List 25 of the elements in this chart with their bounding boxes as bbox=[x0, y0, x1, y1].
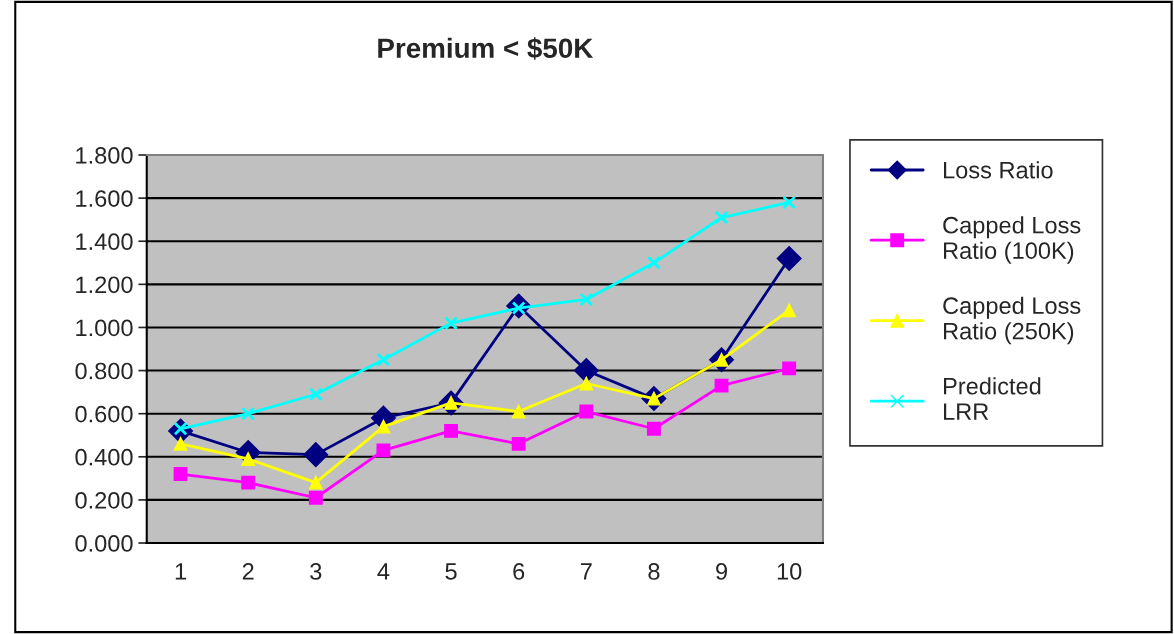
x-tick-label: 9 bbox=[716, 563, 727, 580]
x-tick-label: 8 bbox=[648, 563, 660, 580]
y-tick-label: 0.000 bbox=[75, 535, 133, 552]
legend-label: Loss Ratio bbox=[944, 161, 1053, 179]
x-tick-label: 4 bbox=[377, 563, 390, 580]
y-tick-label: 1.000 bbox=[76, 319, 133, 337]
y-tick-label: 1.800 bbox=[76, 147, 133, 164]
y-tick-label: 1.400 bbox=[76, 233, 133, 251]
x-tick-label: 2 bbox=[242, 563, 254, 580]
y-tick-label: 0.400 bbox=[75, 448, 133, 466]
legend-label: Capped Loss Ratio (100K) bbox=[943, 216, 1081, 264]
x-tick-label: 5 bbox=[445, 563, 457, 580]
legend-label: Capped Loss Ratio (250K) bbox=[943, 296, 1081, 345]
x-tick-label: 1 bbox=[175, 563, 186, 580]
y-tick-label: 0.800 bbox=[75, 362, 133, 380]
y-tick-label: 1.200 bbox=[76, 276, 133, 294]
x-tick-label: 10 bbox=[777, 563, 802, 580]
y-tick-label: 1.600 bbox=[76, 190, 133, 207]
x-tick-label: 6 bbox=[513, 563, 525, 580]
legend-label: Predicted LRR bbox=[944, 377, 1041, 420]
chart-title: Premium < $50K bbox=[378, 37, 594, 60]
x-tick-label: 3 bbox=[310, 563, 322, 580]
x-tick-label: 7 bbox=[580, 563, 592, 580]
y-tick-label: 0.600 bbox=[75, 405, 133, 423]
y-tick-label: 0.200 bbox=[75, 491, 133, 509]
